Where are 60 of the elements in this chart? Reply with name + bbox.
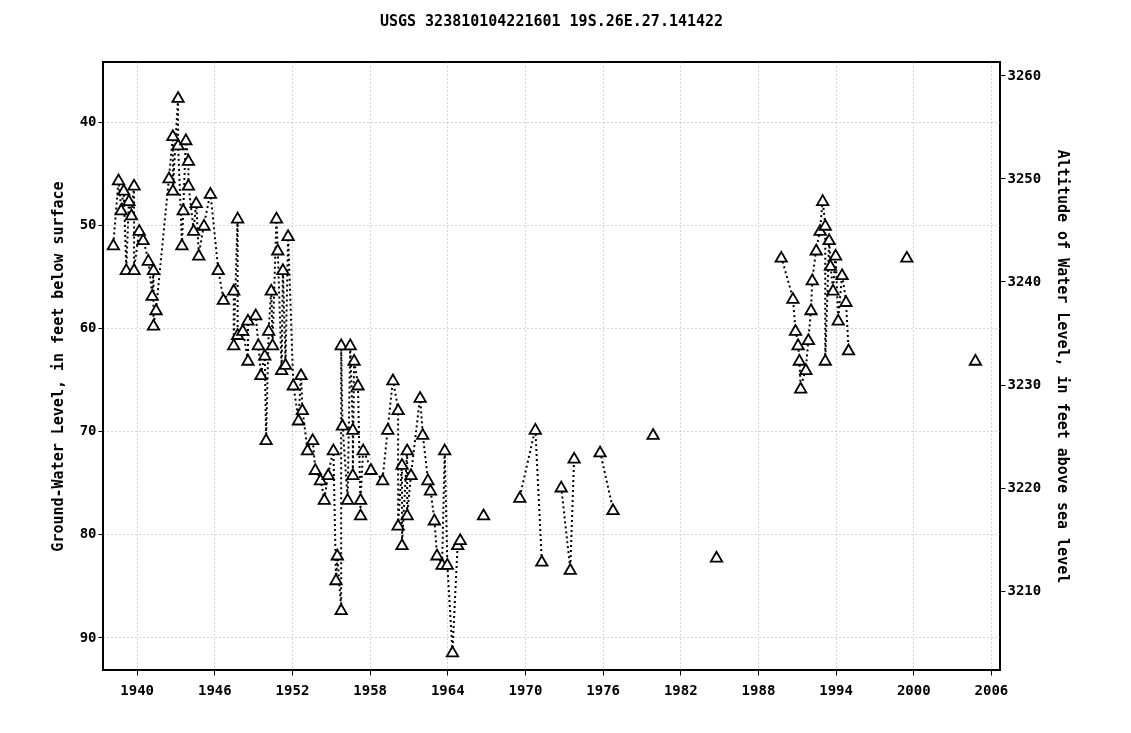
chart-title: USGS 323810104221601 19S.26E.27.141422 — [379, 12, 724, 31]
y-tick-label: 40 — [79, 113, 97, 130]
x-tick-label: 1970 — [508, 681, 543, 698]
y2-tick-label: 3220 — [1007, 479, 1042, 496]
x-tick-label: 1976 — [586, 681, 620, 698]
point — [792, 353, 806, 366]
x-tick-label: 1940 — [120, 681, 155, 698]
point — [567, 451, 581, 464]
y2-tick-label: 3240 — [1007, 273, 1042, 289]
point — [774, 250, 788, 263]
point — [818, 353, 832, 366]
point — [826, 283, 840, 296]
point — [535, 554, 549, 567]
point — [822, 233, 836, 246]
point — [818, 218, 832, 231]
y-tick-label: 60 — [79, 319, 97, 336]
x-tick-label: 1964 — [430, 681, 465, 698]
x-tick-label: 1958 — [353, 681, 387, 698]
point — [513, 491, 527, 503]
point — [841, 343, 856, 356]
point — [831, 313, 845, 326]
point — [563, 563, 577, 575]
point — [900, 250, 914, 263]
point — [791, 338, 805, 351]
point — [816, 194, 830, 206]
point — [801, 333, 816, 346]
x-tick-label: 2006 — [974, 681, 1009, 698]
x-tick-label: 1952 — [275, 681, 310, 698]
point — [554, 480, 568, 493]
y-tick-label: 90 — [79, 628, 97, 645]
point — [794, 381, 808, 394]
x-tick-label: 1982 — [663, 681, 698, 698]
point — [829, 248, 843, 261]
point — [839, 295, 853, 307]
y-tick-label: 80 — [79, 525, 97, 542]
point — [646, 428, 660, 440]
point — [528, 423, 542, 435]
y-axis-title: Ground-Water Level, in feet below surface — [48, 181, 67, 552]
y2-tick-label: 3230 — [1007, 376, 1042, 393]
point — [709, 550, 724, 563]
point — [476, 508, 491, 521]
point — [823, 259, 838, 271]
y-tick-label: 50 — [79, 216, 97, 233]
point — [805, 273, 819, 286]
y2-tick-label: 3260 — [1007, 66, 1042, 83]
point — [809, 243, 823, 256]
point — [788, 324, 803, 336]
y-tick-label: 70 — [79, 422, 97, 439]
point — [786, 292, 800, 304]
point — [968, 353, 983, 366]
point — [804, 303, 818, 316]
x-tick-label: 1988 — [741, 681, 776, 698]
y2-axis-title: Altitude of Water Level, in feet above sea level — [1054, 149, 1073, 584]
x-tick-label: 1994 — [819, 681, 853, 698]
y2-tick-label: 3210 — [1007, 582, 1042, 599]
x-tick-label: 2000 — [896, 681, 931, 698]
x-tick-label: 1946 — [197, 681, 232, 698]
y2-tick-label: 3250 — [1007, 169, 1042, 186]
point — [799, 363, 813, 375]
point — [835, 268, 849, 281]
